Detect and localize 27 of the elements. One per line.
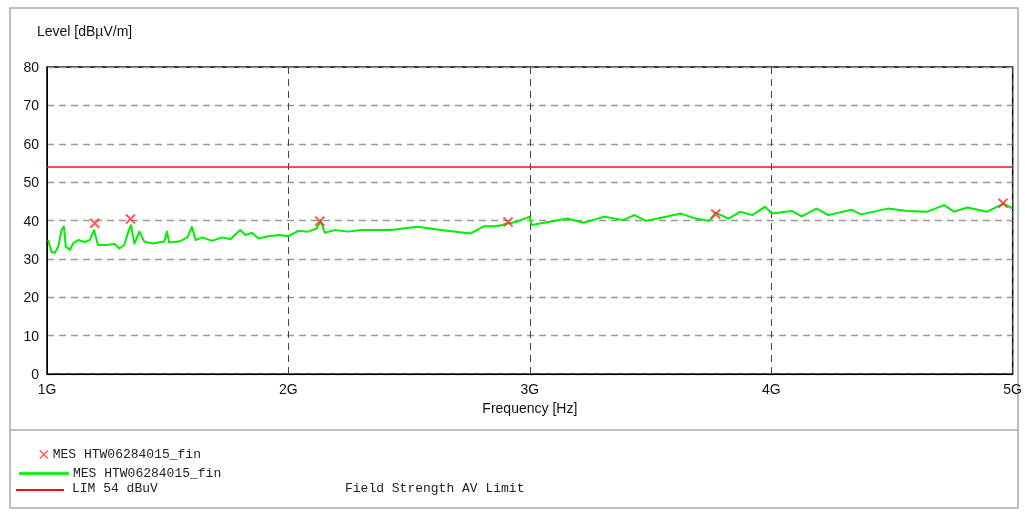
y-tick-label: 0 — [31, 366, 40, 382]
point — [314, 215, 326, 227]
legend-label: LIM 54 dBuV — [72, 481, 159, 496]
point — [125, 213, 137, 225]
y-tick-label: 60 — [23, 135, 40, 152]
x-tick-label: 1G — [37, 381, 57, 397]
legend-label: MES HTW06284015_fin — [73, 466, 222, 481]
y-axis-title: Level [dBµV/m] — [37, 23, 133, 39]
point — [997, 197, 1009, 209]
y-tick-label: 80 — [23, 59, 40, 75]
x-tick-label: 4G — [761, 381, 781, 397]
x-axis-title: Frequency [Hz] — [482, 399, 578, 416]
y-tick-label: 30 — [23, 250, 40, 267]
point — [89, 217, 101, 229]
y-tick-label: 40 — [23, 212, 40, 229]
y-tick-label: 20 — [23, 289, 40, 306]
x-tick-label: 3G — [520, 381, 540, 397]
y-tick-label: 10 — [23, 327, 40, 344]
y-tick-label: 50 — [23, 174, 40, 191]
point — [502, 216, 514, 228]
text: Field Strength AV Limit — [345, 481, 525, 496]
x-tick-label: 2G — [279, 381, 298, 397]
x-tick-label: 5G — [1003, 381, 1023, 397]
legend-label: MES HTW06284015_fin — [52, 447, 201, 462]
line-series — [47, 202, 1014, 254]
y-tick-label: 70 — [23, 97, 40, 114]
point — [710, 208, 722, 220]
